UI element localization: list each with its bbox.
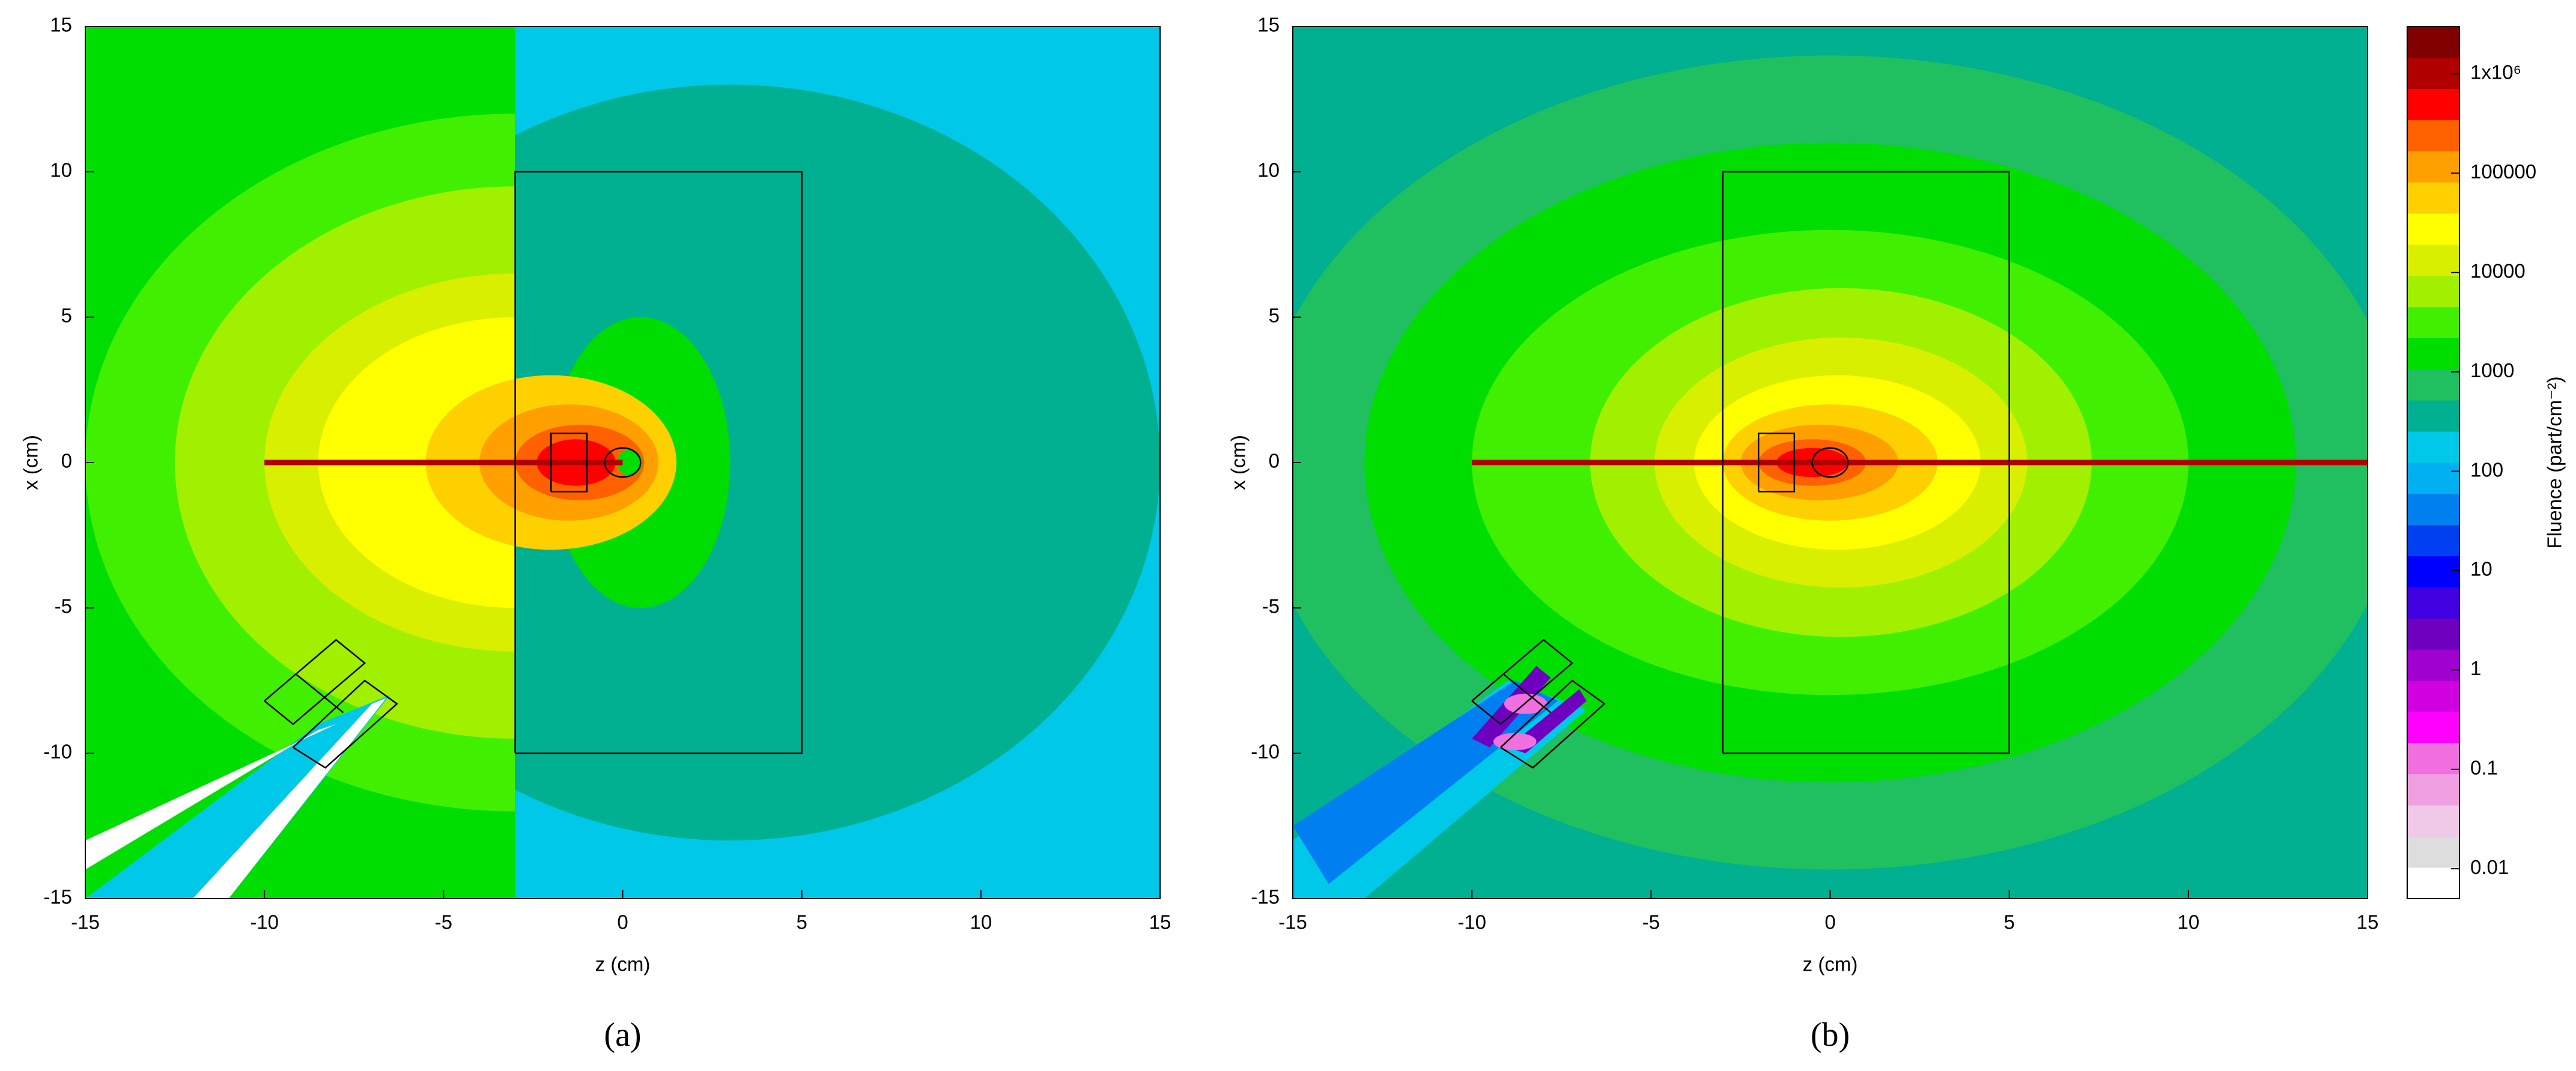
color-band <box>2407 711 2459 744</box>
geometry-outline <box>1811 447 1849 478</box>
panel-caption: (b) <box>1811 1016 1850 1054</box>
x-tick-label: 10 <box>2177 911 2199 933</box>
geometry-outline <box>604 447 642 478</box>
colorbar-tick-label: 100 <box>2470 458 2503 481</box>
color-band <box>2407 742 2459 775</box>
y-tick-label: 15 <box>1257 14 1280 36</box>
color-band <box>2407 431 2459 463</box>
y-tick-label: 10 <box>1257 159 1280 181</box>
color-band <box>2407 524 2459 557</box>
y-tick-label: 5 <box>1269 305 1280 327</box>
colorbar-tick-label: 1 <box>2470 657 2481 679</box>
color-band <box>2407 805 2459 837</box>
y-tick-label: -5 <box>55 595 72 617</box>
color-band <box>2407 88 2459 121</box>
x-axis-label: z (cm) <box>1803 953 1858 975</box>
color-band <box>2407 400 2459 432</box>
geometry-outline <box>550 432 588 493</box>
color-band <box>2407 182 2459 214</box>
x-tick-label: -5 <box>435 911 452 933</box>
y-tick-label: -10 <box>1251 741 1280 763</box>
colorbar-tick-label: 1000 <box>2470 359 2514 381</box>
colorbar-tick-label: 100000 <box>2470 160 2536 183</box>
geometry-outline <box>1722 171 2010 754</box>
color-band <box>2407 244 2459 276</box>
geometry-outline <box>1500 679 1606 769</box>
x-tick-label: -15 <box>1278 911 1307 933</box>
color-band <box>2407 587 2459 619</box>
x-tick-label: 0 <box>617 911 628 933</box>
color-band <box>2407 306 2459 339</box>
geometry-outline <box>514 171 803 754</box>
y-tick-label: 15 <box>50 14 72 36</box>
x-tick-label: -5 <box>1642 911 1660 933</box>
geometry-outline <box>1471 639 1574 726</box>
x-tick-label: 0 <box>1824 911 1835 933</box>
x-tick-label: 10 <box>970 911 992 933</box>
color-band <box>2407 556 2459 587</box>
color-band <box>2407 774 2459 806</box>
geometry-outline <box>264 639 366 726</box>
y-axis-label: x (cm) <box>1227 435 1250 490</box>
colorbar-tick-label: 0.1 <box>2470 757 2498 779</box>
y-tick-label: 0 <box>61 450 72 472</box>
color-band <box>2407 26 2459 58</box>
x-tick-label: 15 <box>1149 911 1171 933</box>
color-band <box>2407 836 2459 868</box>
contour-region <box>85 695 390 899</box>
y-tick-label: -10 <box>43 741 72 763</box>
geometry-outline <box>1504 674 1552 714</box>
color-band <box>2407 369 2459 401</box>
y-tick-label: -15 <box>43 886 72 908</box>
contour-region <box>617 449 643 476</box>
x-axis-label: z (cm) <box>595 953 651 975</box>
color-band <box>2407 493 2459 526</box>
color-band <box>2407 463 2459 494</box>
color-band <box>2407 57 2459 90</box>
color-band <box>2407 649 2459 681</box>
geometry-outline <box>1757 432 1796 493</box>
panel-caption: (a) <box>604 1016 641 1054</box>
colorbar-tick-label: 0.01 <box>2470 856 2509 878</box>
color-band <box>2407 120 2459 151</box>
heatmap <box>85 26 1160 899</box>
y-tick-label: 10 <box>50 159 72 181</box>
contour-region <box>1493 733 1537 751</box>
color-band <box>2407 338 2459 369</box>
x-tick-label: 15 <box>2357 911 2379 933</box>
x-tick-label: 5 <box>2003 911 2014 933</box>
y-tick-label: -5 <box>1262 595 1280 617</box>
colorbar-frame <box>2407 26 2460 899</box>
geometry-outline <box>293 679 398 769</box>
y-tick-label: -15 <box>1251 886 1280 908</box>
contour-region <box>192 698 386 899</box>
x-tick-label: -10 <box>250 911 279 933</box>
colorbar-tick-label: 1x10⁶ <box>2470 61 2521 83</box>
color-band <box>2407 867 2459 899</box>
x-tick-label: -15 <box>71 911 100 933</box>
color-band <box>2407 151 2459 183</box>
color-band <box>2407 681 2459 712</box>
x-tick-label: -10 <box>1457 911 1486 933</box>
colorbar-tick-label: 10 <box>2470 558 2492 580</box>
heatmap <box>1293 26 2368 899</box>
y-axis-label: x (cm) <box>20 435 42 490</box>
colorbar-tick-label: 10000 <box>2470 259 2526 282</box>
contour-region <box>1504 693 1548 714</box>
x-tick-label: 5 <box>796 911 807 933</box>
geometry-outline <box>296 674 344 714</box>
colorbar-label: Fluence (part/cm⁻²) <box>2544 377 2566 549</box>
y-tick-label: 5 <box>61 305 72 327</box>
y-tick-label: 0 <box>1269 450 1280 472</box>
color-band <box>2407 275 2459 308</box>
color-band <box>2407 618 2459 650</box>
color-band <box>2407 213 2459 245</box>
